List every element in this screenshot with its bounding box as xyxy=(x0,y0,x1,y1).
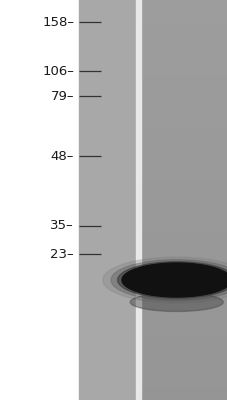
Bar xyxy=(135,0,140,400)
Ellipse shape xyxy=(117,262,227,298)
Ellipse shape xyxy=(121,263,227,297)
Ellipse shape xyxy=(130,293,222,312)
Text: 106–: 106– xyxy=(42,65,74,78)
Ellipse shape xyxy=(111,260,227,300)
Text: 48–: 48– xyxy=(50,150,74,162)
Text: 79–: 79– xyxy=(50,90,74,102)
Text: 158–: 158– xyxy=(42,16,74,28)
Ellipse shape xyxy=(102,257,227,303)
Text: 35–: 35– xyxy=(50,220,74,232)
Text: 23–: 23– xyxy=(50,248,74,260)
Bar xyxy=(78,0,135,400)
